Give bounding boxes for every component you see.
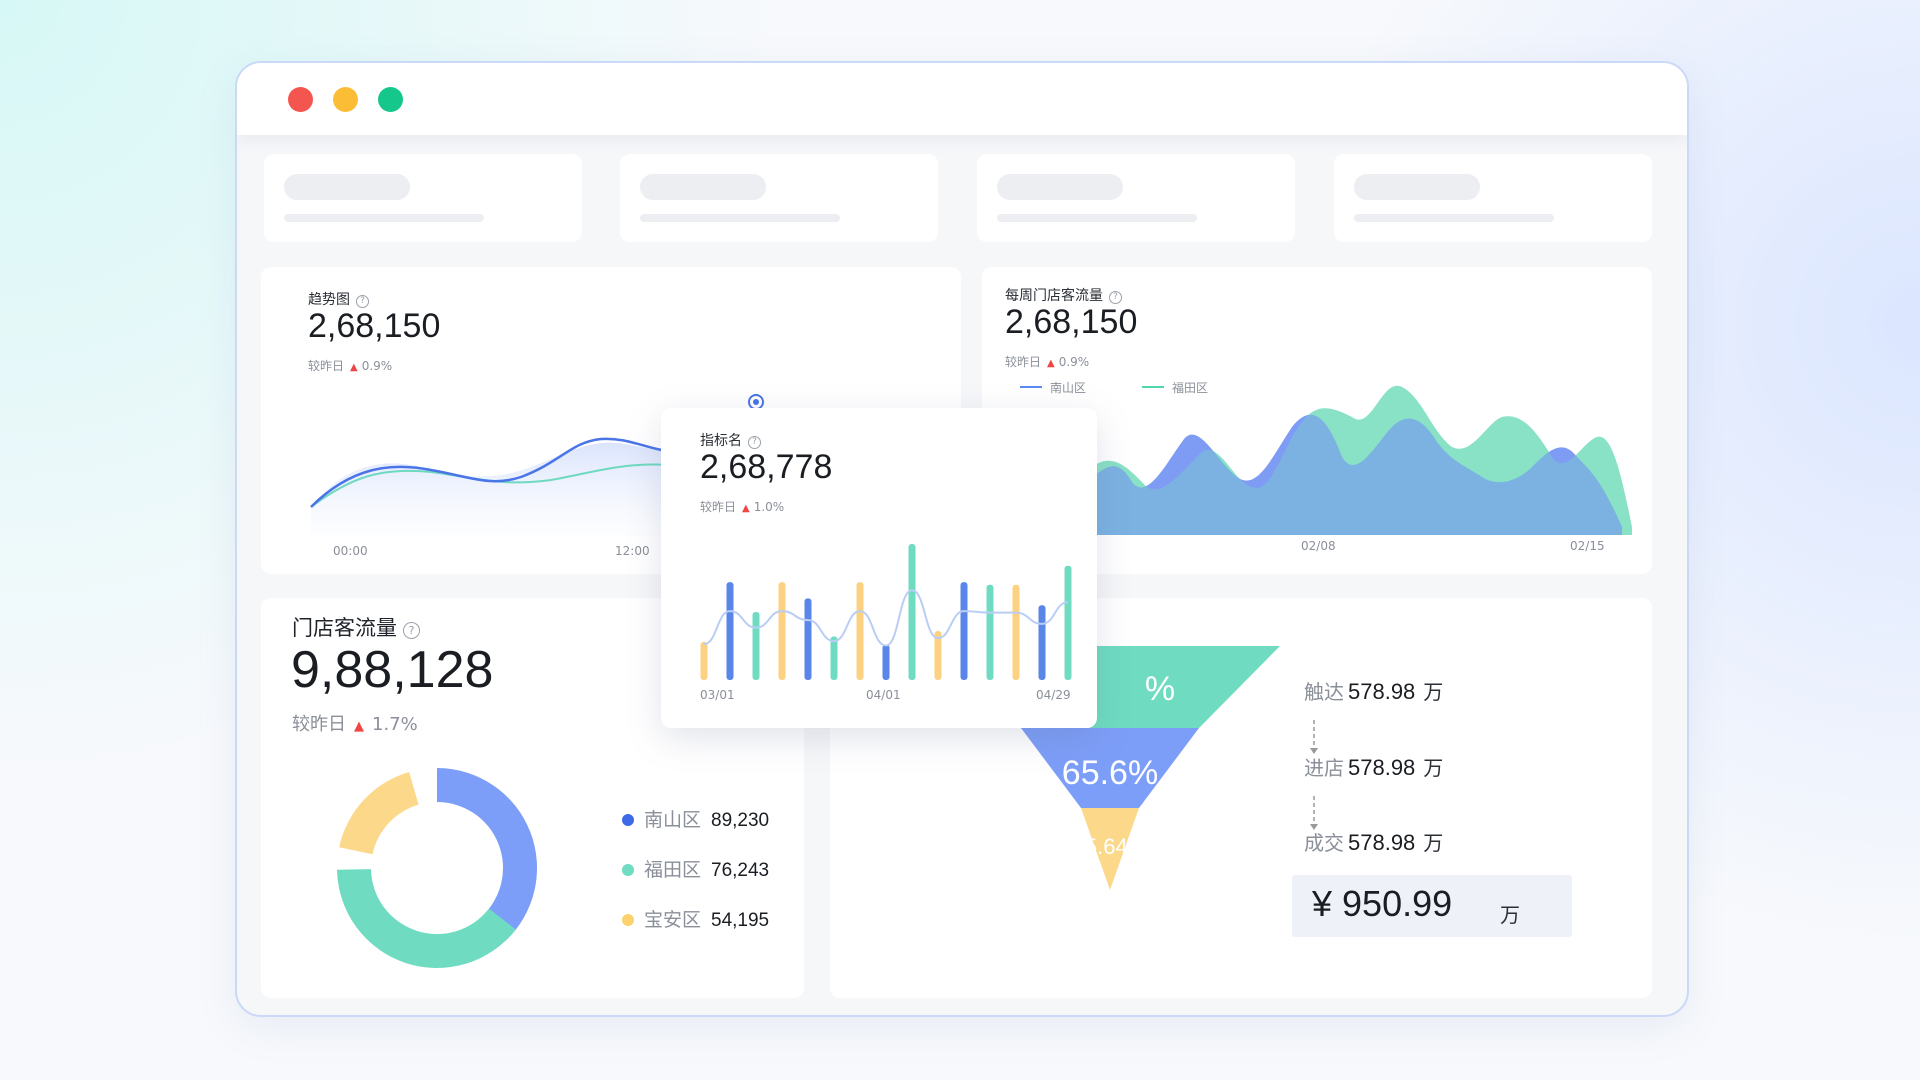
skeleton-card-2 — [620, 154, 938, 242]
funnel-stage-deal — [1081, 808, 1139, 890]
skeleton-line — [1354, 214, 1554, 222]
legend-item-nanshan[interactable]: 南山区 89,230 — [622, 805, 769, 832]
funnel-pct-visit: 65.6% — [1062, 754, 1158, 792]
legend-item-futian[interactable]: 福田区 — [1142, 379, 1208, 396]
legend-item-baoan[interactable]: 宝安区 54,195 — [622, 905, 769, 932]
skeleton-title — [284, 174, 410, 200]
popup-tick: 04/01 — [866, 688, 901, 702]
trend-compare: 较昨日 ▲ 0.9% — [308, 359, 393, 373]
popup-bar[interactable] — [960, 582, 968, 680]
title-bar — [237, 63, 1687, 135]
popup-bar[interactable] — [986, 584, 994, 680]
legend-item-nanshan[interactable]: 南山区 — [1020, 379, 1086, 396]
store-compare: 较昨日 ▲ 1.7% — [292, 714, 418, 735]
store-traffic-card: 门店客流量? 9,88,128 较昨日 ▲ 1.7% 南山区 89,230 福田区 76… — [261, 598, 804, 998]
popup-compare: 较昨日 ▲ 1.0% — [700, 500, 785, 514]
popup-value: 2,68,778 — [700, 448, 833, 486]
popup-title: 指标名? — [700, 430, 761, 450]
weekly-tick: 02/15 — [1570, 539, 1605, 553]
trend-marker-dot — [753, 399, 759, 405]
popup-tick: 03/01 — [700, 688, 735, 702]
popup-bar[interactable] — [908, 544, 916, 680]
trend-area — [311, 437, 751, 537]
maximize-window-dot[interactable] — [378, 87, 403, 112]
funnel-total-box: ¥ 950.99 万 — [1292, 875, 1572, 937]
skeleton-line — [284, 214, 484, 222]
arrow-down-icon — [1310, 824, 1318, 830]
metric-popup-card[interactable]: 指标名? 2,68,778 较昨日 ▲ 1.0% 03/01 04/01 04/29 — [661, 408, 1097, 728]
skeleton-card-3 — [977, 154, 1295, 242]
up-arrow-icon: ▲ — [1047, 358, 1055, 369]
trend-value: 2,68,150 — [308, 307, 441, 345]
close-window-dot[interactable] — [288, 87, 313, 112]
up-arrow-icon: ▲ — [742, 503, 750, 514]
donut-slice-futian[interactable] — [337, 869, 516, 968]
dashboard-window: 趋势图? 2,68,150 较昨日 ▲ 0.9% 00:00 12:00 每周门店客… — [235, 61, 1689, 1017]
skeleton-title — [997, 174, 1123, 200]
trend-tick: 00:00 — [333, 544, 368, 558]
legend-item-futian[interactable]: 福田区 76,243 — [622, 855, 769, 882]
help-icon[interactable]: ? — [748, 436, 761, 449]
up-arrow-icon: ▲ — [354, 719, 364, 734]
popup-bar[interactable] — [778, 582, 786, 680]
popup-bar[interactable] — [856, 582, 864, 680]
popup-trend-line — [703, 589, 1069, 647]
area-series-nanshan-overlay — [1092, 414, 1622, 535]
skeleton-title — [1354, 174, 1480, 200]
popup-bar[interactable] — [1064, 565, 1072, 680]
skeleton-title — [640, 174, 766, 200]
arrow-down-icon — [1310, 748, 1318, 754]
trend-tick: 12:00 — [615, 544, 650, 558]
skeleton-line — [997, 214, 1197, 222]
funnel-label-reach: 触达 578.98 万 — [1304, 679, 1444, 704]
donut-chart — [337, 768, 537, 968]
minimize-window-dot[interactable] — [333, 87, 358, 112]
skeleton-card-1 — [264, 154, 582, 242]
weekly-compare: 较昨日 ▲ 0.9% — [1005, 355, 1090, 369]
weekly-title: 每周门店客流量? — [1005, 285, 1122, 305]
funnel-label-deal: 成交 578.98 万 — [1304, 830, 1444, 855]
funnel-stage-visit-body — [1021, 728, 1199, 808]
weekly-area-chart — [1092, 385, 1632, 535]
popup-bar[interactable] — [934, 631, 942, 680]
help-icon[interactable]: ? — [1109, 291, 1122, 304]
funnel-total-unit: 万 — [1500, 903, 1520, 927]
popup-bar[interactable] — [700, 641, 708, 680]
funnel-label-visit: 进店 578.98 万 — [1304, 755, 1444, 780]
donut-slice-nanshan[interactable] — [437, 768, 537, 942]
popup-bar[interactable] — [804, 598, 812, 680]
weekly-tick: 02/08 — [1301, 539, 1336, 553]
popup-bar[interactable] — [1012, 584, 1020, 680]
popup-tick: 04/29 — [1036, 688, 1071, 702]
help-icon[interactable]: ? — [403, 622, 420, 639]
popup-bar[interactable] — [830, 636, 838, 680]
trend-title: 趋势图? — [308, 289, 369, 309]
store-value: 9,88,128 — [291, 641, 494, 699]
funnel-pct-deal: 15.64% — [1073, 834, 1148, 859]
help-icon[interactable]: ? — [356, 295, 369, 308]
skeleton-line — [640, 214, 840, 222]
popup-bar-chart — [700, 544, 1072, 680]
popup-bar[interactable] — [1038, 605, 1046, 680]
skeleton-card-4 — [1334, 154, 1652, 242]
popup-bar[interactable] — [882, 644, 890, 680]
popup-bar[interactable] — [752, 612, 760, 680]
up-arrow-icon: ▲ — [350, 362, 358, 373]
funnel-pct-reach: % — [1145, 670, 1175, 708]
funnel-total-value: ¥ 950.99 — [1312, 883, 1453, 924]
popup-bar[interactable] — [726, 582, 734, 680]
donut-slice-baoan[interactable] — [339, 771, 419, 855]
weekly-value: 2,68,150 — [1005, 303, 1138, 341]
store-title: 门店客流量? — [292, 612, 420, 642]
